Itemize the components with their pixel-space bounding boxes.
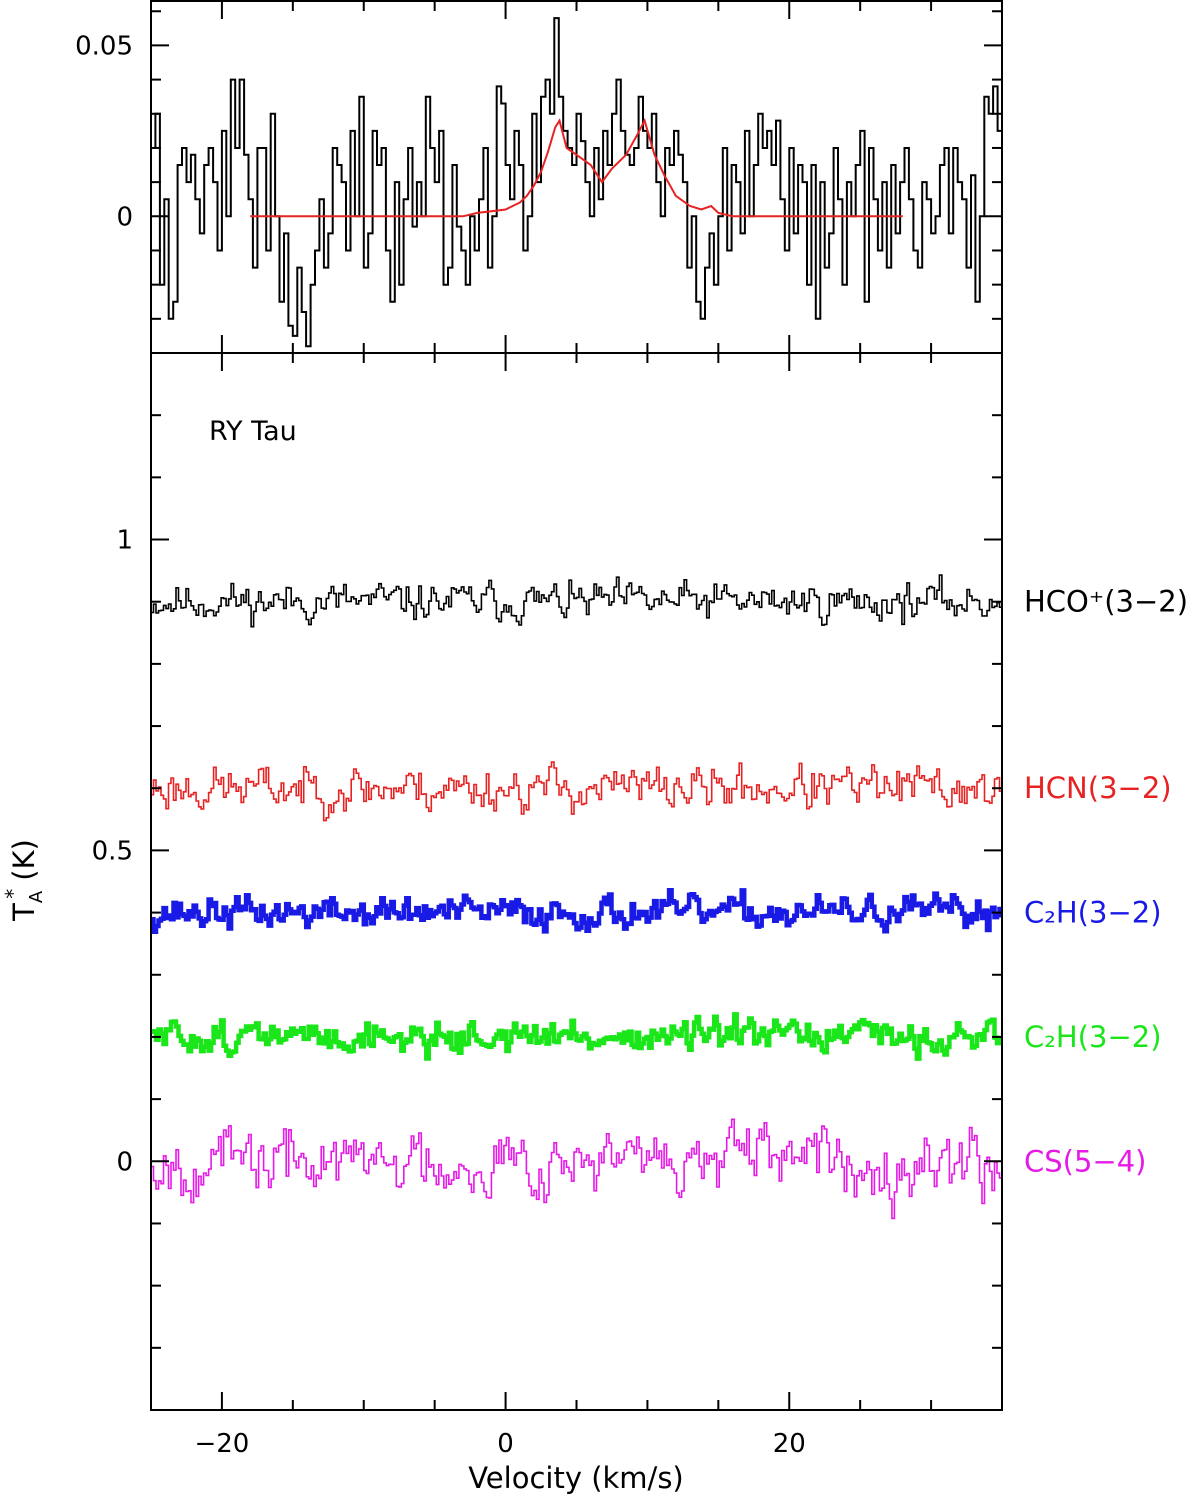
y-tick-label: 0 [116, 202, 133, 232]
y-tick-label: 0.5 [92, 836, 133, 866]
series-label-4: CS(5−4) [1024, 1144, 1147, 1178]
top-panel: 0.05 0 [75, 0, 1003, 354]
svg-text:TA*(K): TA* (K) [1, 839, 47, 922]
series-label-2: C₂H(3−2) [1024, 896, 1162, 930]
y-tick-label: 0.05 [75, 31, 133, 61]
series-label-0: HCO⁺(3−2) [1024, 585, 1188, 619]
x-axis-title: Velocity (km/s) [468, 1461, 684, 1495]
y-axis-title-unit: (K) [7, 839, 41, 881]
x-tick-label: −20 [194, 1429, 249, 1459]
x-tick-label: 20 [773, 1429, 806, 1459]
top-panel-data [151, 17, 1002, 348]
bottom-panel-frame [150, 352, 1003, 1411]
y-axis-title: TA* (K) [1, 839, 47, 922]
bottom-panel-ticks: 1 0.5 0 −20 0 20 [92, 353, 1002, 1459]
y-axis-title-base: T [7, 903, 41, 922]
y-tick-label: 1 [116, 526, 133, 556]
top-panel-ticks: 0.05 0 [75, 1, 1002, 353]
y-axis-title-sup: * [1, 889, 25, 899]
series-labels: HCO⁺(3−2) HCN(3−2) C₂H(3−2) C₂H(3−2) CS(5−4) [1024, 585, 1188, 1179]
y-axis-title-sub: A [26, 890, 47, 903]
series-line-2 [151, 888, 1002, 934]
series-label-3: C₂H(3−2) [1024, 1020, 1162, 1054]
annotation-ry-tau: RY Tau [209, 416, 297, 447]
series-label-1: HCN(3−2) [1024, 771, 1172, 805]
series-line-3 [151, 1012, 1002, 1061]
bottom-panel-data [151, 574, 1002, 1220]
y-tick-label: 0 [116, 1147, 133, 1177]
x-tick-label: 0 [497, 1429, 514, 1459]
series-line-4 [151, 1118, 1002, 1220]
series-line-observed [151, 17, 1002, 348]
bottom-panel: 1 0.5 0 −20 0 20 RY Tau HCO⁺(3−2) HCN(3−2) C₂H(… [92, 352, 1188, 1459]
series-line-1 [151, 761, 1002, 822]
series-line-0 [151, 574, 1002, 628]
series-line-model [250, 117, 903, 218]
